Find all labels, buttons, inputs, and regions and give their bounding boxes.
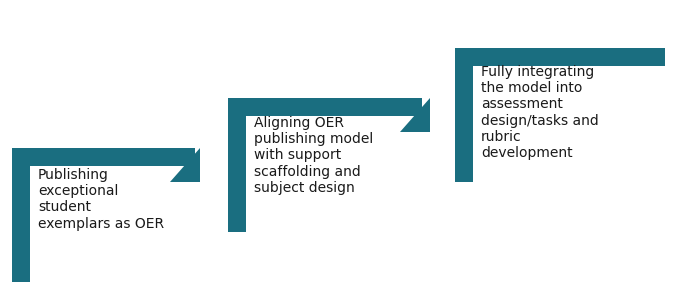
Polygon shape bbox=[170, 148, 200, 182]
Text: Publishing
exceptional
student
exemplars as OER: Publishing exceptional student exemplars… bbox=[38, 168, 164, 231]
Text: Fully integrating
the model into
assessment
design/tasks and
rubric
development: Fully integrating the model into assessm… bbox=[481, 65, 599, 160]
Bar bbox=[228, 98, 246, 232]
Bar bbox=[455, 48, 665, 66]
Text: Aligning OER
publishing model
with support
scaffolding and
subject design: Aligning OER publishing model with suppo… bbox=[254, 116, 373, 195]
Bar bbox=[228, 98, 422, 116]
Bar bbox=[12, 148, 195, 166]
Bar bbox=[12, 148, 30, 282]
Bar bbox=[455, 48, 473, 182]
Polygon shape bbox=[400, 98, 430, 132]
